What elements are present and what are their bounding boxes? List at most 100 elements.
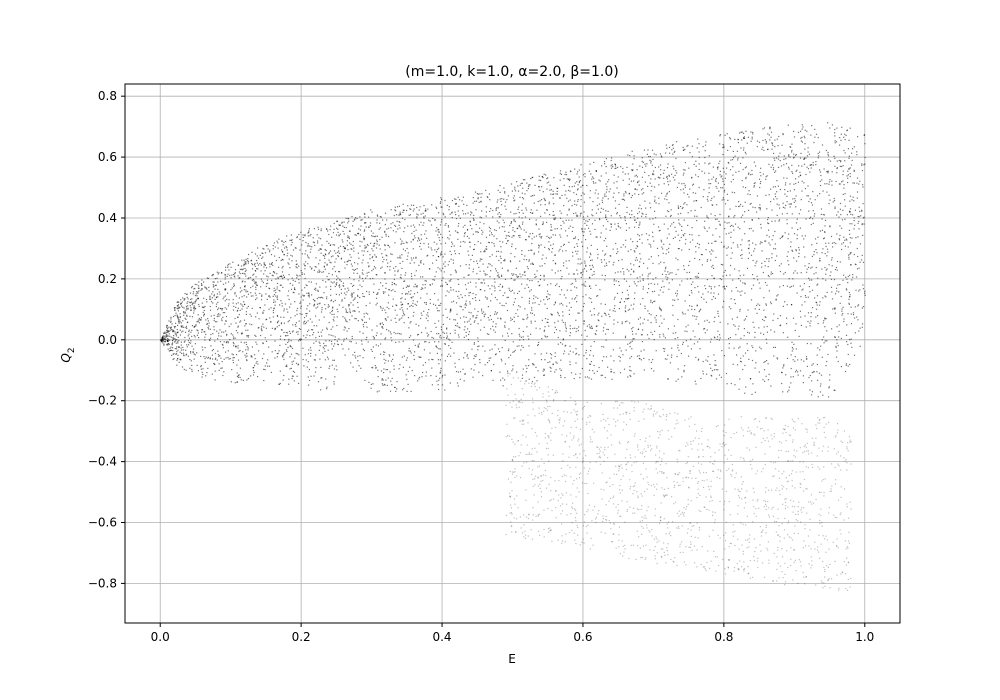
scatter-point xyxy=(743,335,745,337)
scatter-point xyxy=(792,376,794,378)
scatter-point xyxy=(718,220,720,222)
scatter-point xyxy=(342,316,344,318)
scatter-point xyxy=(720,263,722,266)
scatter-point xyxy=(324,268,326,270)
scatter-point xyxy=(396,381,398,383)
scatter-point xyxy=(404,280,406,282)
scatter-point xyxy=(244,273,246,275)
scatter-point xyxy=(390,227,392,229)
scatter-point xyxy=(237,264,240,266)
scatter-point xyxy=(219,341,222,343)
scatter-point xyxy=(349,308,351,310)
scatter-point xyxy=(565,328,567,330)
scatter-point xyxy=(190,302,192,304)
scatter-point xyxy=(669,225,672,227)
scatter-point xyxy=(450,274,452,276)
scatter-point xyxy=(163,338,165,340)
scatter-point xyxy=(166,324,168,326)
scatter-point xyxy=(382,384,384,386)
scatter-point xyxy=(547,361,549,364)
scatter-point xyxy=(553,217,555,219)
scatter-point xyxy=(381,266,383,268)
scatter-point xyxy=(174,341,176,343)
scatter-point xyxy=(191,298,193,300)
scatter-point xyxy=(632,308,634,310)
scatter-point xyxy=(202,311,204,313)
scatter-point xyxy=(763,326,765,328)
scatter-point xyxy=(395,266,397,268)
scatter-point xyxy=(497,274,500,276)
scatter-point xyxy=(834,128,836,131)
scatter-point xyxy=(775,299,777,301)
scatter-point xyxy=(206,323,208,325)
scatter-point xyxy=(353,247,355,249)
scatter-point xyxy=(826,170,828,173)
scatter-point xyxy=(634,188,636,190)
scatter-point xyxy=(344,297,346,299)
scatter-point xyxy=(290,244,292,246)
scatter-point xyxy=(786,285,788,287)
scatter-point xyxy=(332,244,334,246)
scatter-point xyxy=(769,126,771,128)
scatter-point xyxy=(172,331,174,333)
scatter-point xyxy=(639,276,641,278)
scatter-point xyxy=(386,329,388,331)
scatter-point xyxy=(515,248,517,250)
scatter-point xyxy=(846,289,848,291)
scatter-point xyxy=(655,202,657,204)
scatter-point xyxy=(468,267,470,269)
scatter-point xyxy=(377,292,379,294)
scatter-point xyxy=(731,252,733,254)
scatter-point xyxy=(531,249,533,251)
scatter-point xyxy=(427,254,429,256)
scatter-point xyxy=(848,210,851,212)
scatter-point xyxy=(221,343,223,345)
scatter-point xyxy=(263,353,265,355)
scatter-point xyxy=(202,349,204,351)
scatter-point xyxy=(399,308,401,310)
scatter-point xyxy=(381,309,383,311)
scatter-point xyxy=(439,334,441,337)
scatter-point xyxy=(186,346,188,348)
scatter-point xyxy=(586,247,589,249)
scatter-point xyxy=(750,131,752,133)
scatter-point xyxy=(768,194,770,196)
scatter-point xyxy=(861,326,863,328)
scatter-point xyxy=(819,230,821,232)
scatter-point xyxy=(189,315,191,317)
scatter-point xyxy=(691,292,693,294)
scatter-point xyxy=(661,192,663,194)
scatter-point xyxy=(703,226,705,228)
scatter-point xyxy=(387,262,389,264)
scatter-point xyxy=(610,226,612,228)
scatter-point xyxy=(550,224,552,226)
scatter-point xyxy=(209,337,212,339)
scatter-point xyxy=(697,176,699,178)
scatter-point xyxy=(592,370,594,372)
scatter-point xyxy=(681,376,683,378)
scatter-point xyxy=(832,308,834,310)
scatter-point xyxy=(607,210,609,212)
scatter-point xyxy=(751,288,753,290)
scatter-point xyxy=(618,284,620,286)
scatter-point xyxy=(779,237,781,240)
scatter-point xyxy=(452,289,454,291)
scatter-point xyxy=(786,323,788,325)
scatter-point xyxy=(623,278,625,280)
scatter-point xyxy=(788,168,790,170)
scatter-point xyxy=(342,225,344,227)
scatter-point xyxy=(620,217,622,219)
scatter-point xyxy=(491,242,493,244)
scatter-point xyxy=(658,203,660,205)
scatter-point xyxy=(842,165,844,167)
scatter-point xyxy=(529,212,532,214)
scatter-point xyxy=(638,211,641,213)
scatter-point xyxy=(644,181,646,183)
scatter-point xyxy=(439,239,441,241)
scatter-point xyxy=(255,335,257,337)
scatter-point xyxy=(747,257,749,260)
scatter-point xyxy=(458,205,460,207)
scatter-point xyxy=(298,293,300,295)
scatter-point xyxy=(245,341,247,343)
scatter-point xyxy=(398,224,400,226)
